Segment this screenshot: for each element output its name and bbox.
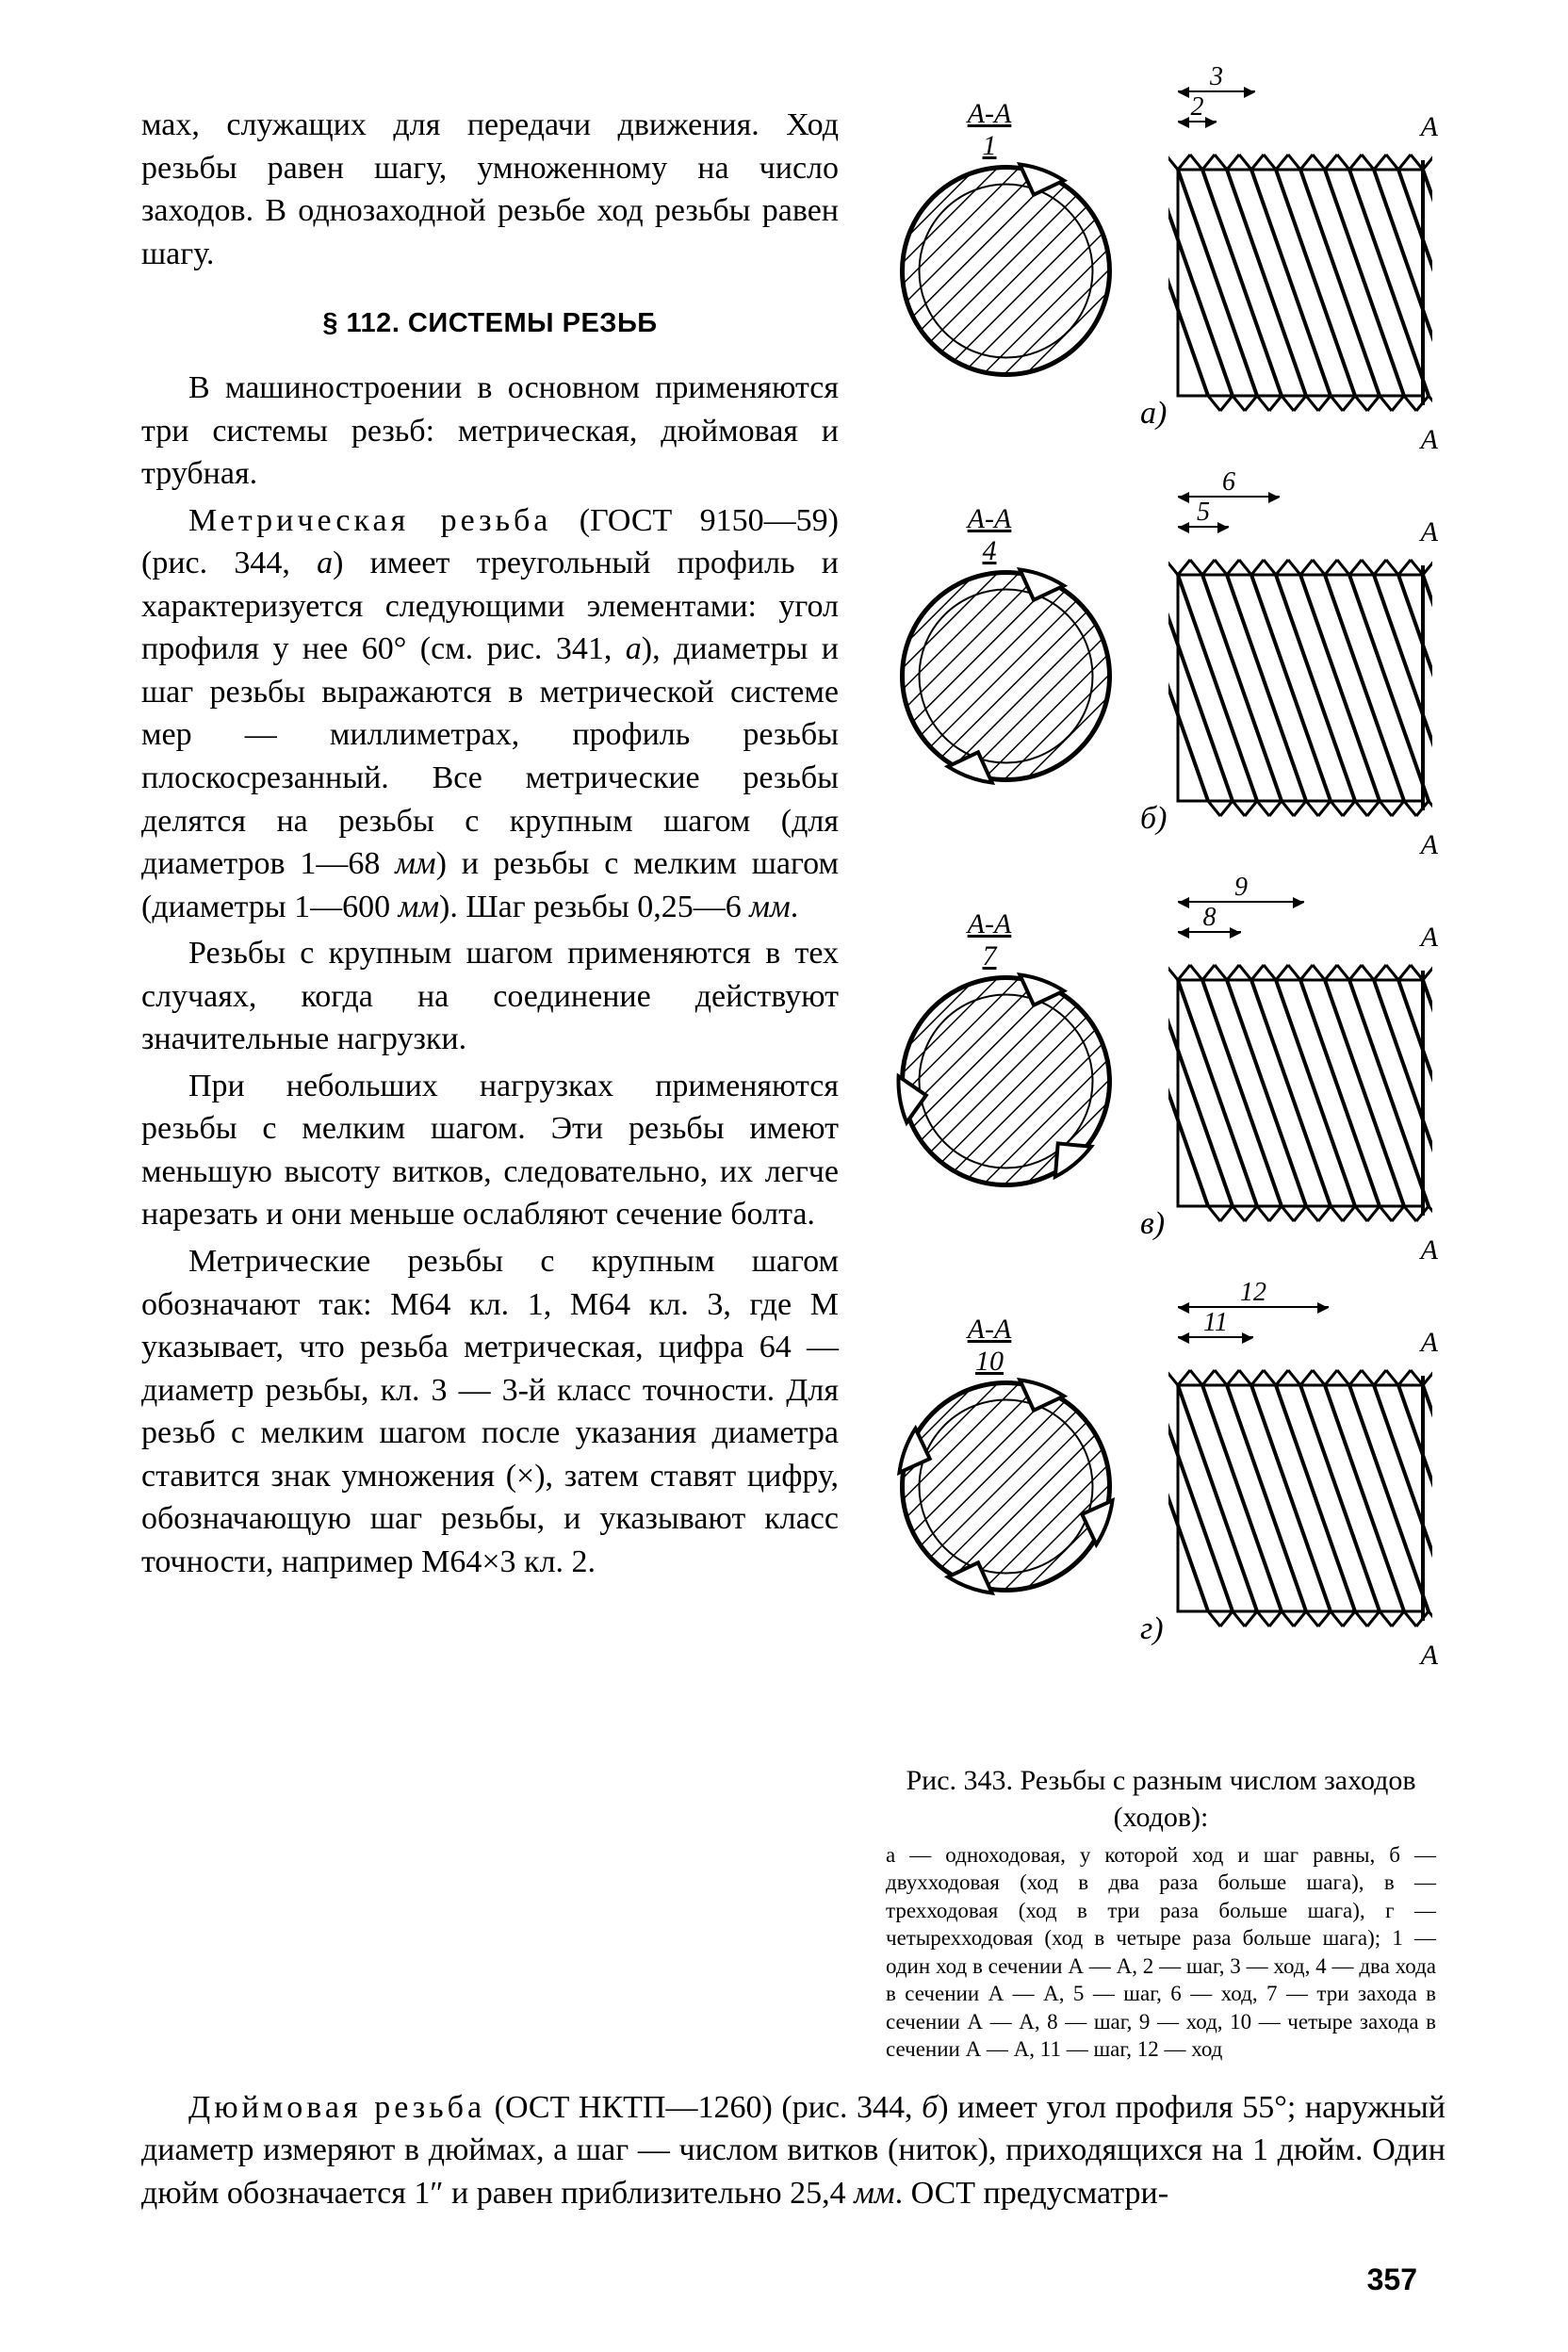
figure-tile-а: А-А132ААа) — [886, 104, 1432, 518]
figure-caption: Рис. 343. Резьбы с разным числом заходов… — [876, 1762, 1446, 2064]
cross-section-icon — [886, 1366, 1126, 1607]
tbb: (ОСТ НКТП—1260) (рис. 344, — [485, 2090, 922, 2125]
dimension-value-outer: 3 — [1178, 62, 1255, 92]
two-column-layout: мах, служащих для передачи движения. Ход… — [141, 104, 1446, 2064]
cross-section-icon — [886, 961, 1126, 1201]
paragraph-3: Резьбы с крупным шагом применяются в тех… — [141, 932, 839, 1061]
page: мах, служащих для передачи движения. Ход… — [0, 0, 1568, 2352]
figure-tile-в: А-А798ААв) — [886, 914, 1432, 1329]
thread-side-view-icon — [1168, 547, 1432, 829]
figure-caption-legend: а — одноходовая, у которой ход и шаг рав… — [886, 1841, 1436, 2064]
t2f: ). Шаг резьбы 0,25—6 — [439, 890, 749, 924]
section-letter-bottom: А — [1421, 1640, 1438, 1672]
paragraph-4: При небольших нагрузках применяются резь… — [141, 1065, 839, 1236]
tbd: . ОСТ предусматри- — [895, 2176, 1168, 2211]
dimension-line-inner: 8 — [1178, 931, 1241, 933]
dimension-value-inner: 5 — [1178, 498, 1229, 528]
subfigure-letter: а) — [1140, 396, 1167, 432]
t2ci: а — [626, 631, 642, 666]
cross-section-icon — [886, 151, 1126, 391]
dimension-value-outer: 6 — [1178, 467, 1280, 498]
section-letter-top: А — [1421, 516, 1438, 548]
t2g: . — [791, 890, 799, 924]
t2fi: мм — [749, 890, 790, 924]
subfigure-letter: б) — [1140, 801, 1167, 837]
paragraph-continuation: мах, служащих для передачи движения. Ход… — [141, 104, 839, 275]
thread-side-view-icon — [1168, 141, 1432, 424]
cross-section-icon — [886, 556, 1126, 796]
figure-343: А-А132ААа)А-А465ААб)А-А798ААв)А-А101211А… — [886, 104, 1432, 1753]
t2di: мм — [395, 846, 435, 881]
term-inch: Дюймовая резьба — [188, 2090, 485, 2125]
dimension-line-inner: 5 — [1178, 526, 1229, 528]
thread-side-view-icon — [1168, 1357, 1432, 1640]
subfigure-letter: г) — [1140, 1611, 1164, 1647]
section-letter-bottom: А — [1421, 424, 1438, 456]
t2bi: а — [317, 546, 333, 580]
figure-tile-б: А-А465ААб) — [886, 509, 1432, 923]
section-letter-top: А — [1421, 111, 1438, 143]
term-metric: Метрическая резьба — [188, 503, 551, 538]
figure-caption-title: Рис. 343. Резьбы с разным числом заходов… — [886, 1762, 1436, 1836]
dimension-value-outer: 9 — [1178, 873, 1304, 903]
page-number: 357 — [1367, 2262, 1417, 2297]
dimension-value-outer: 12 — [1178, 1278, 1329, 1308]
section-letter-top: А — [1421, 1327, 1438, 1359]
dimension-value-inner: 8 — [1178, 903, 1241, 933]
paragraph-2: Метрическая резьба (ГОСТ 9150—59) (рис. … — [141, 499, 839, 928]
paragraph-1: В машиностроении в основном применяются … — [141, 367, 839, 496]
t2ei: мм — [399, 890, 439, 924]
right-figure-column: А-А132ААа)А-А465ААб)А-А798ААв)А-А101211А… — [876, 104, 1446, 2064]
tbbi: б — [922, 2090, 938, 2125]
section-letter-top: А — [1421, 922, 1438, 954]
paragraph-5: Метрические резьбы с крупным шагом обозн… — [141, 1240, 839, 1583]
dimension-line-inner: 2 — [1178, 121, 1217, 122]
bottom-paragraph: Дюймовая резьба (ОСТ НКТП—1260) (рис. 34… — [141, 2086, 1446, 2215]
subfigure-letter: в) — [1140, 1206, 1165, 1242]
tbci: мм — [854, 2176, 894, 2211]
figure-tile-г: А-А101211ААг) — [886, 1319, 1432, 1734]
section-heading: § 112. СИСТЕМЫ РЕЗЬБ — [141, 305, 839, 342]
dimension-line-inner: 11 — [1178, 1336, 1253, 1338]
thread-side-view-icon — [1168, 952, 1432, 1234]
section-letter-bottom: А — [1421, 1234, 1438, 1266]
dimension-value-inner: 11 — [1178, 1308, 1253, 1338]
left-text-column: мах, служащих для передачи движения. Ход… — [141, 104, 839, 2064]
section-letter-bottom: А — [1421, 829, 1438, 861]
t2d: ), диаметры и шаг резьбы выражаются в ме… — [141, 631, 839, 881]
dimension-value-inner: 2 — [1178, 92, 1217, 122]
